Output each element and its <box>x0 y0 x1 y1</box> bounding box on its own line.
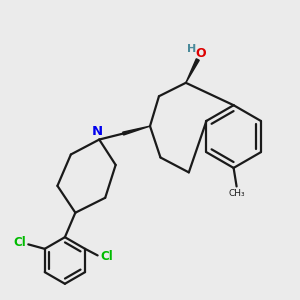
Text: Cl: Cl <box>14 236 26 249</box>
Text: H: H <box>187 44 196 54</box>
Polygon shape <box>123 126 150 135</box>
Text: Cl: Cl <box>100 250 113 263</box>
Text: CH₃: CH₃ <box>229 189 245 198</box>
Polygon shape <box>186 59 199 83</box>
Text: O: O <box>196 47 206 60</box>
Text: N: N <box>92 125 103 138</box>
